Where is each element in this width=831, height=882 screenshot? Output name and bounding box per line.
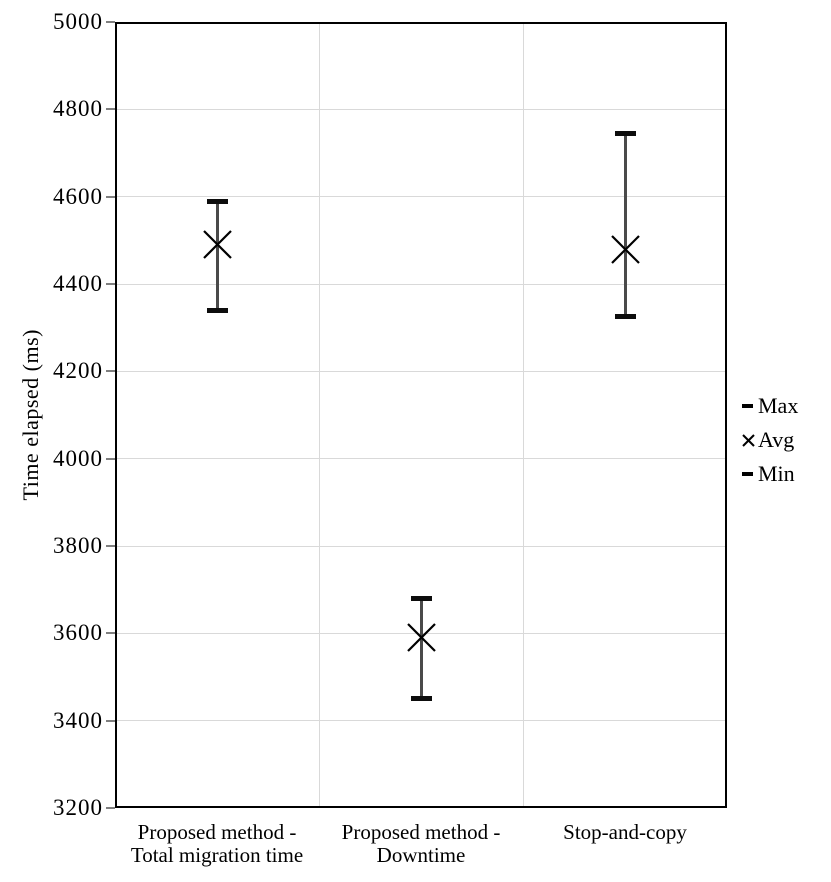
x-category-label-line: Proposed method - bbox=[137, 820, 297, 844]
y-tick-label: 4800 bbox=[53, 96, 103, 122]
y-tick-label: 4200 bbox=[53, 358, 103, 384]
x-category-label: Stop-and-copy bbox=[520, 821, 730, 844]
y-axis-title: Time elapsed (ms) bbox=[14, 22, 48, 808]
y-tick-label: 5000 bbox=[53, 9, 103, 34]
y-tick-label: 3400 bbox=[53, 707, 103, 733]
y-tick-mark bbox=[106, 807, 115, 809]
error-bar-cap-max bbox=[410, 595, 432, 601]
gridline-horizontal bbox=[115, 370, 727, 372]
y-tick-mark bbox=[106, 370, 115, 373]
legend-dash-marker-icon bbox=[742, 472, 753, 476]
y-tick-label: 4400 bbox=[53, 271, 103, 296]
x-category-label: Proposed method - Downtime bbox=[316, 821, 526, 867]
y-tick-label: 3200 bbox=[53, 795, 103, 820]
avg-x-marker bbox=[610, 234, 640, 264]
error-bar-cap-min bbox=[206, 307, 228, 313]
x-category-label: Proposed method - Total migration time bbox=[112, 821, 322, 867]
avg-x-marker bbox=[202, 230, 232, 259]
error-bar-cap-min bbox=[614, 314, 636, 320]
error-bar-line bbox=[215, 201, 219, 311]
legend-dash-marker-icon bbox=[742, 404, 753, 408]
y-tick-label: 4000 bbox=[53, 445, 103, 471]
gridline-horizontal bbox=[115, 545, 727, 547]
y-tick-mark bbox=[106, 545, 115, 547]
error-bar-cap-max bbox=[206, 198, 228, 204]
y-tick-mark bbox=[106, 719, 115, 722]
avg-x-marker bbox=[406, 623, 436, 652]
y-tick-label: 3600 bbox=[53, 620, 103, 646]
y-axis-title-text: Time elapsed (ms) bbox=[18, 329, 43, 501]
gridline-horizontal bbox=[115, 720, 727, 722]
legend-item: Max bbox=[742, 389, 828, 423]
gridline-vertical bbox=[318, 22, 320, 808]
legend-item: Avg bbox=[742, 423, 828, 457]
y-tick-label: 4600 bbox=[53, 183, 103, 209]
y-tick-mark bbox=[106, 195, 115, 198]
error-bar-cap-max bbox=[614, 130, 636, 136]
y-tick-mark bbox=[106, 108, 115, 111]
error-bar-cap-min bbox=[410, 696, 432, 702]
gridline-horizontal bbox=[115, 283, 727, 285]
y-tick-mark bbox=[106, 457, 115, 460]
gridline-horizontal bbox=[115, 108, 727, 110]
x-category-label-line: Stop-and-copy bbox=[563, 820, 687, 844]
y-tick-mark bbox=[106, 632, 115, 635]
legend-item: Min bbox=[742, 457, 828, 491]
y-tick-mark bbox=[106, 21, 115, 23]
legend-x-marker-icon bbox=[742, 433, 755, 447]
legend-label: Avg bbox=[758, 427, 795, 452]
y-tick-mark bbox=[106, 283, 115, 285]
error-bar-line bbox=[623, 133, 627, 317]
legend: Max Avg Min bbox=[742, 389, 828, 491]
error-bar-line bbox=[419, 598, 423, 699]
legend-label: Min bbox=[758, 461, 795, 486]
x-category-label-line: Proposed method - bbox=[341, 820, 501, 844]
plot-border bbox=[115, 22, 727, 808]
gridline-horizontal bbox=[115, 196, 727, 198]
legend-label: Max bbox=[758, 393, 799, 418]
gridline-horizontal bbox=[115, 458, 727, 460]
x-category-label-line: Total migration time bbox=[130, 843, 304, 867]
y-tick-label: 3800 bbox=[53, 533, 103, 558]
x-category-label-line: Downtime bbox=[376, 843, 466, 867]
gridline-vertical bbox=[522, 22, 524, 808]
